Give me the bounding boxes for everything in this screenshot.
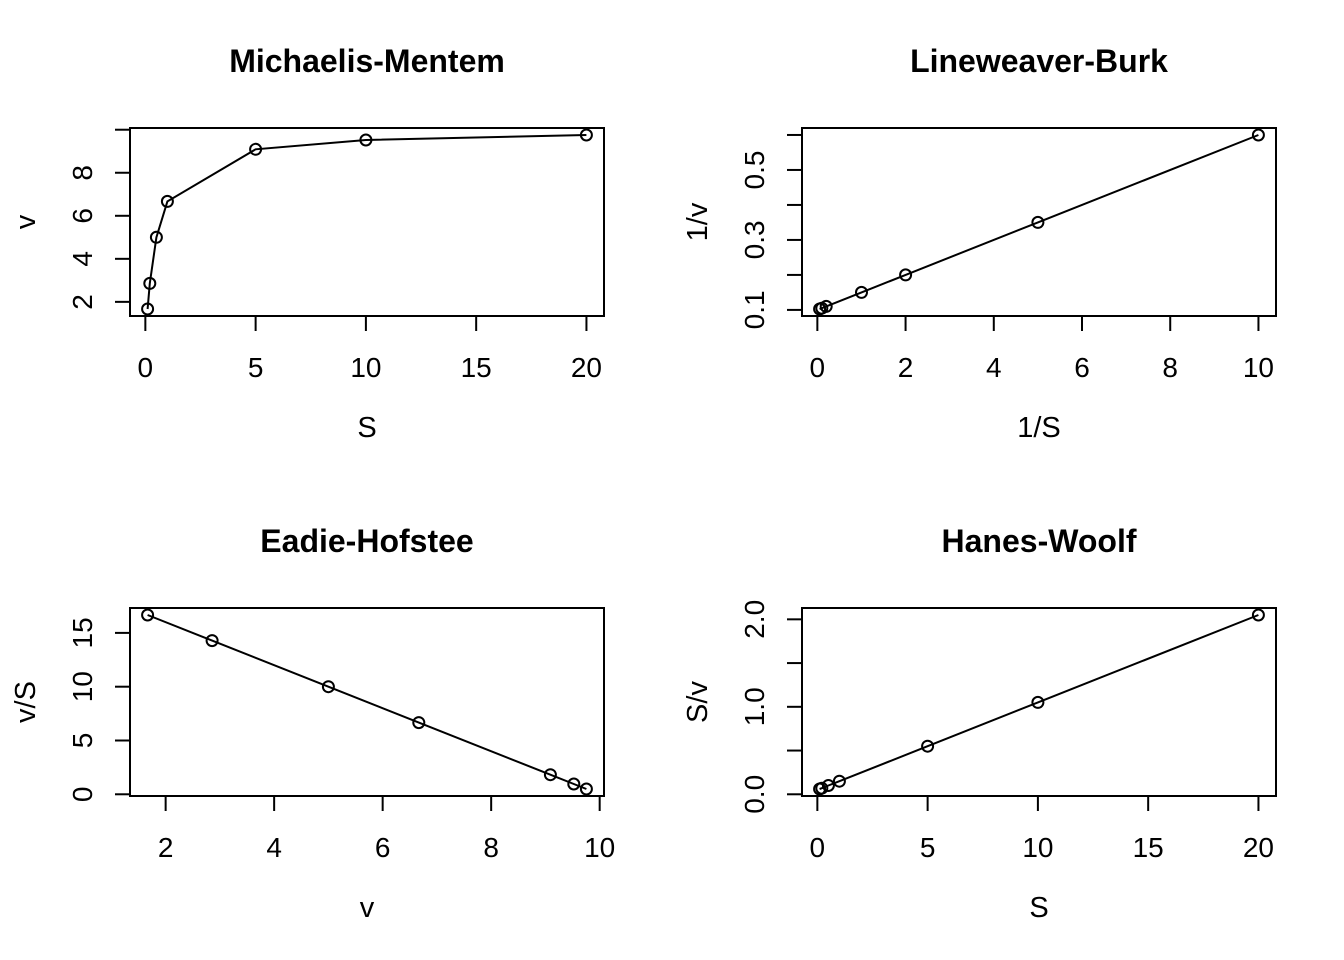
svg-text:8: 8 xyxy=(67,165,98,181)
svg-text:6: 6 xyxy=(67,208,98,224)
svg-text:0.1: 0.1 xyxy=(739,290,770,329)
svg-text:2.0: 2.0 xyxy=(739,600,770,639)
svg-text:20: 20 xyxy=(571,352,602,383)
eadie-hofstee-plot: 2 4 6 8 10 0 5 10 15 xyxy=(67,607,615,863)
svg-text:2: 2 xyxy=(158,832,174,863)
chart-title-michaelis-mentem: Michaelis-Mentem xyxy=(229,43,505,79)
y-axis-label-hanes-woolf: S/v xyxy=(682,681,714,723)
svg-text:5: 5 xyxy=(67,733,98,749)
svg-text:0.3: 0.3 xyxy=(739,220,770,259)
svg-text:2: 2 xyxy=(67,294,98,310)
svg-text:6: 6 xyxy=(1074,352,1090,383)
svg-text:8: 8 xyxy=(1162,352,1178,383)
svg-text:10: 10 xyxy=(584,832,615,863)
svg-text:15: 15 xyxy=(1133,832,1164,863)
svg-text:15: 15 xyxy=(461,352,492,383)
svg-text:0.0: 0.0 xyxy=(739,775,770,814)
svg-text:5: 5 xyxy=(920,832,936,863)
panel-lineweaver-burk: Lineweaver-Burk 0 2 4 6 8 10 0.1 0.3 0.5 1/S 1/v xyxy=(672,0,1344,480)
svg-text:1.0: 1.0 xyxy=(739,687,770,726)
x-axis-label-lineweaver-burk: 1/S xyxy=(1017,412,1061,444)
michaelis-mentem-plot: 0 5 10 15 20 2 4 6 8 xyxy=(67,127,605,383)
lineweaver-burk-plot: 0 2 4 6 8 10 0.1 0.3 0.5 xyxy=(739,127,1277,383)
svg-text:10: 10 xyxy=(67,671,98,702)
panel-michaelis-mentem: Michaelis-Mentem 0 5 10 15 20 2 4 6 8 S v xyxy=(0,0,672,480)
svg-text:8: 8 xyxy=(483,832,499,863)
svg-text:0: 0 xyxy=(67,787,98,803)
x-axis-label-eadie-hofstee: v xyxy=(359,892,375,924)
svg-text:4: 4 xyxy=(67,251,98,267)
svg-text:4: 4 xyxy=(266,832,282,863)
hanes-woolf-plot: 0 5 10 15 20 0.0 1.0 2.0 xyxy=(739,600,1277,863)
svg-text:10: 10 xyxy=(1022,832,1053,863)
svg-text:5: 5 xyxy=(248,352,264,383)
chart-title-lineweaver-burk: Lineweaver-Burk xyxy=(910,43,1168,79)
svg-text:2: 2 xyxy=(898,352,914,383)
chart-title-hanes-woolf: Hanes-Woolf xyxy=(941,523,1137,559)
svg-text:20: 20 xyxy=(1243,832,1274,863)
panel-eadie-hofstee: Eadie-Hofstee 2 4 6 8 10 0 5 10 15 v v/S xyxy=(0,480,672,960)
x-axis-label-hanes-woolf: S xyxy=(1029,892,1049,924)
svg-text:15: 15 xyxy=(67,617,98,648)
svg-text:0: 0 xyxy=(810,832,826,863)
svg-text:10: 10 xyxy=(350,352,381,383)
svg-text:6: 6 xyxy=(375,832,391,863)
x-axis-label-michaelis-mentem: S xyxy=(357,412,377,444)
y-axis-label-eadie-hofstee: v/S xyxy=(10,681,42,723)
svg-text:0.5: 0.5 xyxy=(739,151,770,190)
svg-text:10: 10 xyxy=(1243,352,1274,383)
chart-title-eadie-hofstee: Eadie-Hofstee xyxy=(260,523,474,559)
y-axis-label-lineweaver-burk: 1/v xyxy=(682,202,714,242)
svg-text:0: 0 xyxy=(810,352,826,383)
svg-text:4: 4 xyxy=(986,352,1002,383)
y-axis-label-michaelis-mentem: v xyxy=(10,214,42,230)
panel-hanes-woolf: Hanes-Woolf 0 5 10 15 20 0.0 1.0 2.0 S S/v xyxy=(672,480,1344,960)
svg-text:0: 0 xyxy=(138,352,154,383)
